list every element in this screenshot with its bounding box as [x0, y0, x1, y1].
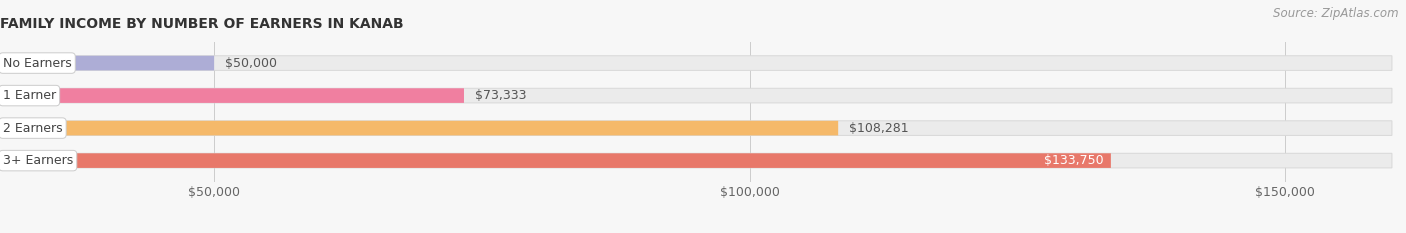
- FancyBboxPatch shape: [0, 121, 1392, 135]
- Text: $73,333: $73,333: [475, 89, 527, 102]
- FancyBboxPatch shape: [0, 56, 214, 70]
- FancyBboxPatch shape: [0, 121, 838, 135]
- Text: $133,750: $133,750: [1045, 154, 1104, 167]
- FancyBboxPatch shape: [0, 153, 1111, 168]
- Text: 2 Earners: 2 Earners: [3, 122, 62, 135]
- FancyBboxPatch shape: [0, 56, 1392, 70]
- FancyBboxPatch shape: [0, 88, 1392, 103]
- Text: FAMILY INCOME BY NUMBER OF EARNERS IN KANAB: FAMILY INCOME BY NUMBER OF EARNERS IN KA…: [0, 17, 404, 31]
- Text: $108,281: $108,281: [849, 122, 908, 135]
- FancyBboxPatch shape: [0, 88, 464, 103]
- Text: $50,000: $50,000: [225, 57, 277, 70]
- Text: No Earners: No Earners: [3, 57, 72, 70]
- Text: 3+ Earners: 3+ Earners: [3, 154, 73, 167]
- FancyBboxPatch shape: [0, 153, 1392, 168]
- Text: 1 Earner: 1 Earner: [3, 89, 56, 102]
- Text: Source: ZipAtlas.com: Source: ZipAtlas.com: [1274, 7, 1399, 20]
